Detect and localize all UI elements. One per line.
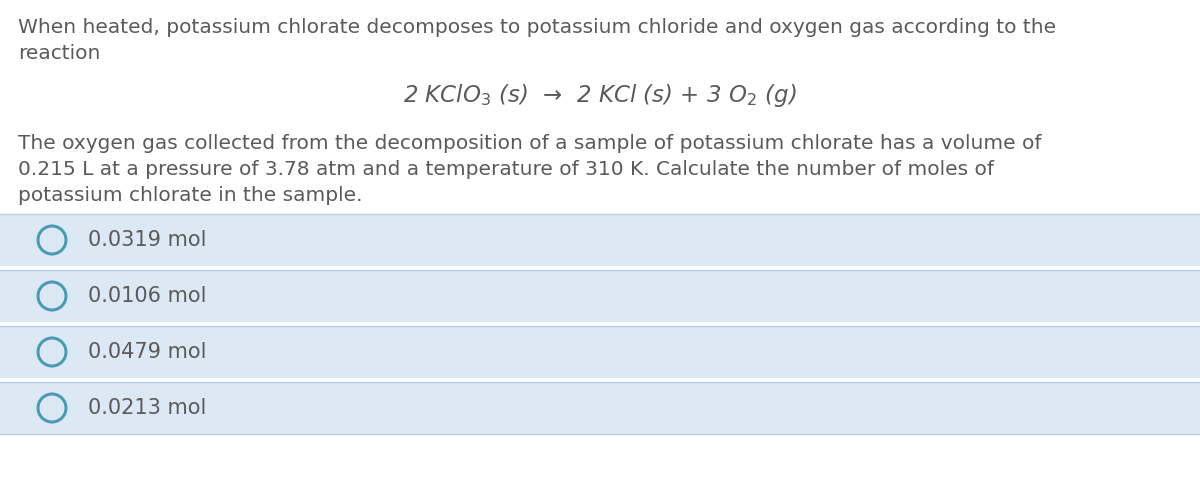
Text: 0.0319 mol: 0.0319 mol [88,230,206,250]
Text: 2 KClO$_3$ ($s$)  →  2 KCl ($s$) + 3 O$_2$ ($g$): 2 KClO$_3$ ($s$) → 2 KCl ($s$) + 3 O$_2$… [403,82,797,109]
Text: 0.0213 mol: 0.0213 mol [88,398,206,418]
Text: reaction: reaction [18,44,101,63]
FancyBboxPatch shape [0,270,1200,322]
Text: The oxygen gas collected from the decomposition of a sample of potassium chlorat: The oxygen gas collected from the decomp… [18,134,1042,153]
FancyBboxPatch shape [0,326,1200,378]
Text: When heated, potassium chlorate decomposes to potassium chloride and oxygen gas : When heated, potassium chlorate decompos… [18,18,1056,37]
Text: 0.0106 mol: 0.0106 mol [88,286,206,306]
FancyBboxPatch shape [0,382,1200,434]
Text: 0.215 L at a pressure of 3.78 atm and a temperature of 310 K. Calculate the numb: 0.215 L at a pressure of 3.78 atm and a … [18,160,994,179]
FancyBboxPatch shape [0,214,1200,266]
Text: potassium chlorate in the sample.: potassium chlorate in the sample. [18,186,362,205]
Text: 0.0479 mol: 0.0479 mol [88,342,206,362]
